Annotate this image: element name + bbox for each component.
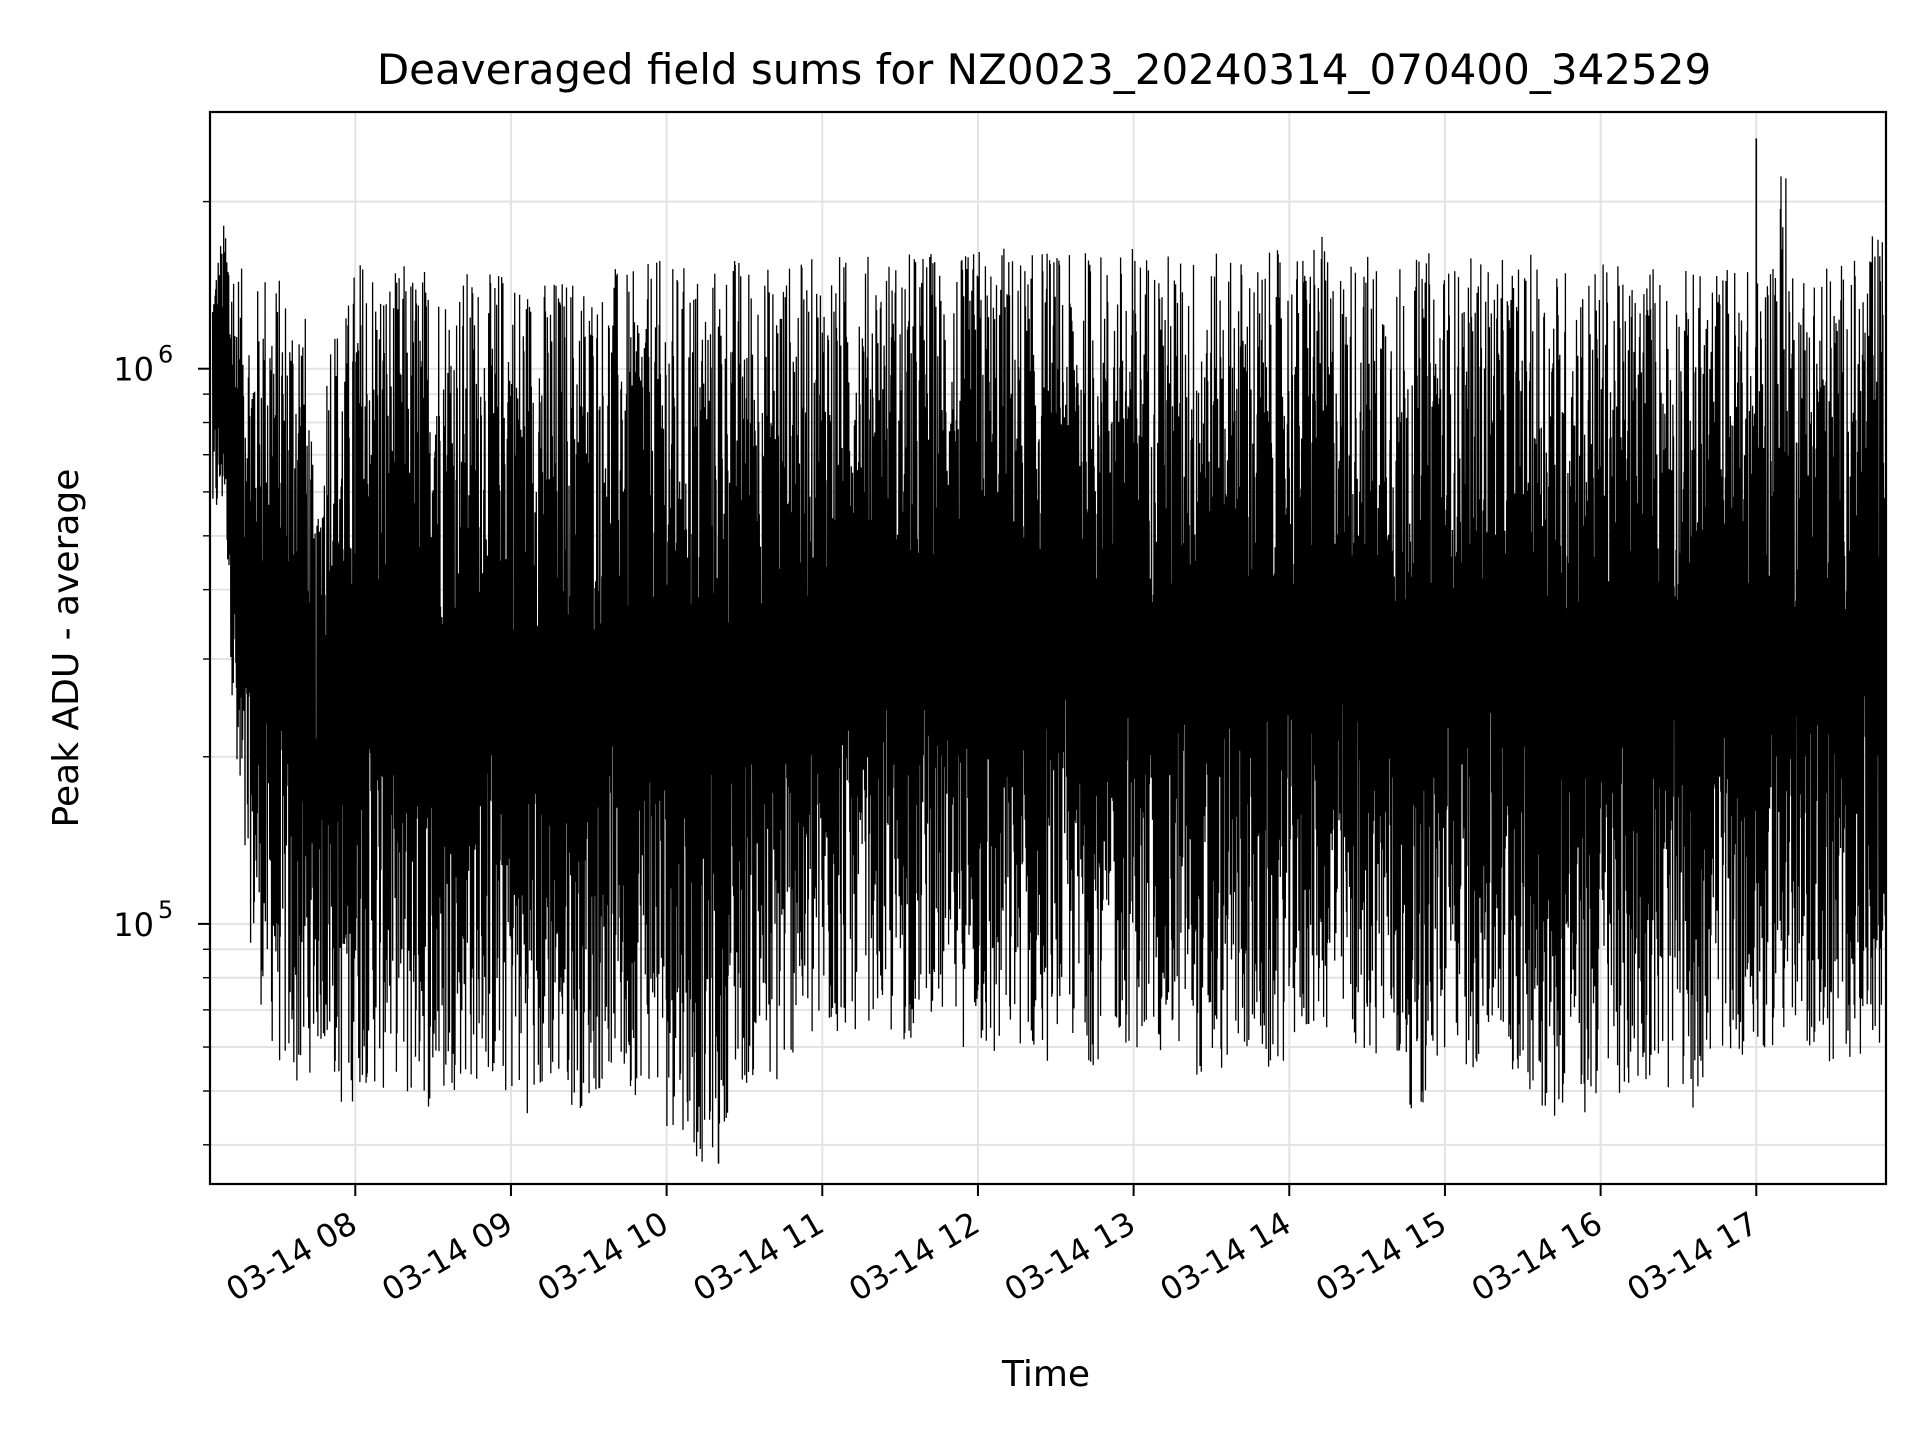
- x-tick-label: 03-14 09: [375, 1204, 519, 1309]
- y-tick-label: 10: [113, 906, 154, 944]
- x-tick-label: 03-14 16: [1465, 1204, 1609, 1309]
- data-layer: [211, 138, 1886, 1164]
- x-axis-label: Time: [1001, 1354, 1090, 1395]
- plot-frame: [208, 110, 1888, 1186]
- y-axis-label: Peak ADU - average: [46, 469, 87, 828]
- x-tick-label: 03-14 11: [687, 1204, 831, 1309]
- x-tick-label: 03-14 08: [220, 1204, 364, 1309]
- x-tick-label: 03-14 12: [842, 1204, 986, 1309]
- chart-title: Deaveraged field sums for NZ0023_2024031…: [377, 45, 1711, 94]
- y-tick-label-exponent: 5: [158, 896, 173, 924]
- series-line: [211, 176, 1886, 1162]
- x-tick-label: 03-14 15: [1309, 1204, 1453, 1309]
- x-tick-label: 03-14 14: [1154, 1204, 1298, 1309]
- x-tick-label: 03-14 13: [998, 1204, 1142, 1309]
- x-tick-label: 03-14 17: [1621, 1204, 1765, 1309]
- y-tick-label-exponent: 6: [158, 341, 173, 369]
- x-tick-label: 03-14 10: [531, 1204, 675, 1309]
- y-tick-label: 10: [113, 351, 154, 389]
